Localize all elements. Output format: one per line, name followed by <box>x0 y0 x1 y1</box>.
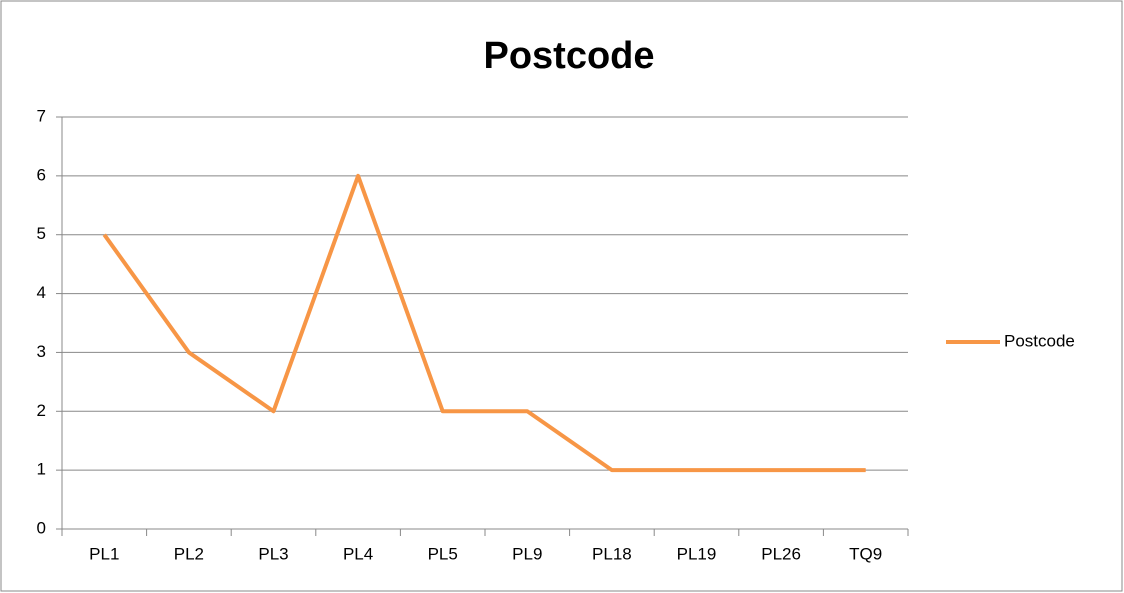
x-tick-label: PL4 <box>343 544 373 563</box>
x-tick-label: PL2 <box>174 544 204 563</box>
x-tick-label: PL1 <box>89 544 119 563</box>
x-tick-label: PL26 <box>761 544 801 563</box>
x-tick-label: TQ9 <box>849 544 882 563</box>
y-tick-label: 3 <box>37 342 46 361</box>
chart-title: Postcode <box>483 35 654 77</box>
x-tick-label: PL19 <box>677 544 717 563</box>
x-tick-label: PL9 <box>512 544 542 563</box>
y-tick-label: 0 <box>37 518 46 537</box>
y-tick-label: 7 <box>37 106 46 125</box>
line-series <box>102 173 866 473</box>
x-tick-label: PL5 <box>428 544 458 563</box>
legend-label: Postcode <box>1004 331 1075 350</box>
x-tick-label: PL18 <box>592 544 632 563</box>
y-tick-label: 1 <box>37 460 46 479</box>
y-tick-label: 2 <box>37 401 46 420</box>
y-tick-label: 4 <box>37 283 46 302</box>
x-tick-label: PL3 <box>258 544 288 563</box>
y-tick-label: 6 <box>37 165 46 184</box>
y-tick-label: 5 <box>37 224 46 243</box>
